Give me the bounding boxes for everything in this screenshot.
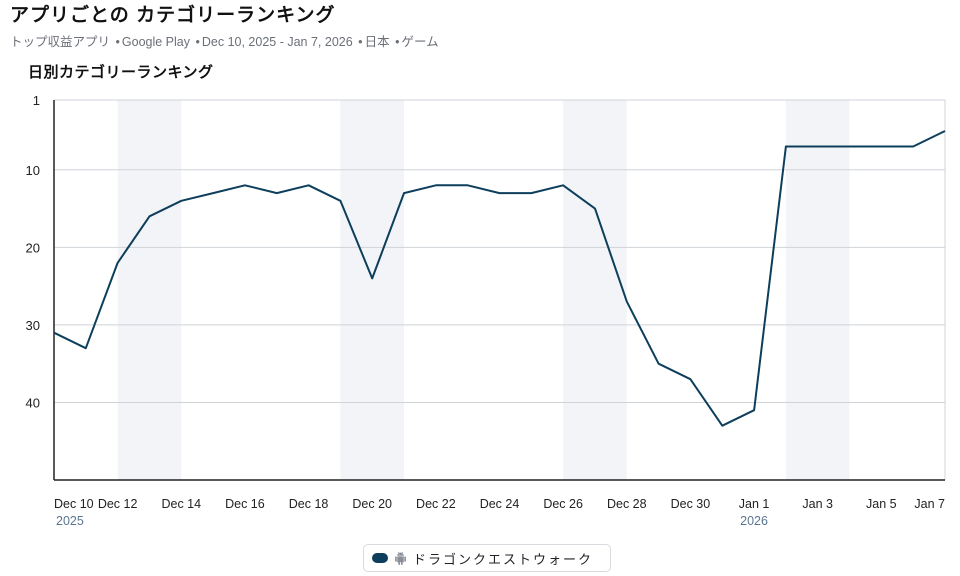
legend-swatch — [372, 553, 388, 563]
page-title: アプリごとの カテゴリーランキング — [10, 5, 336, 26]
x-tick-label: Dec 20 — [352, 497, 392, 511]
weekend-band — [340, 100, 405, 480]
x-tick-label: Dec 12 — [98, 497, 138, 511]
y-tick-label: 30 — [26, 318, 40, 333]
x-tick-label: Dec 24 — [480, 497, 520, 511]
x-tick-label: Jan 5 — [866, 497, 897, 511]
y-tick-label: 20 — [26, 240, 40, 255]
weekend-band — [785, 100, 850, 480]
x-tick-year-label: 2026 — [740, 514, 768, 528]
y-tick-label: 1 — [33, 93, 40, 108]
x-tick-year-label: 2025 — [56, 514, 84, 528]
series-line — [53, 130, 946, 427]
subtitle-category: トップ収益アプリ — [10, 35, 111, 49]
android-icon — [395, 551, 406, 565]
page-header: アプリごとの カテゴリーランキング トップ収益アプリ • Google Play … — [10, 4, 439, 50]
subtitle-store: Google Play — [121, 35, 190, 49]
weekend-band — [117, 100, 182, 480]
x-tick-label: Jan 3 — [802, 497, 833, 511]
x-tick-label: Dec 10 — [54, 497, 94, 511]
y-tick-label: 10 — [26, 163, 40, 178]
chart-legend[interactable]: ドラゴンクエストウォーク — [363, 544, 611, 572]
subtitle-genre: ゲーム — [401, 35, 439, 49]
x-tick-label: Dec 22 — [416, 497, 456, 511]
x-tick-label: Dec 26 — [543, 497, 583, 511]
subtitle-country: 日本 — [364, 35, 390, 49]
x-tick-label: Dec 30 — [671, 497, 711, 511]
x-tick-label: Dec 18 — [289, 497, 329, 511]
subtitle-date-range: Dec 10, 2025 - Jan 7, 2026 — [201, 35, 353, 49]
x-tick-label: Jan 7 — [914, 497, 945, 511]
x-tick-label: Dec 16 — [225, 497, 265, 511]
chart-title: 日別カテゴリーランキング — [28, 64, 214, 81]
x-tick-label: Dec 14 — [161, 497, 201, 511]
x-tick-label: Dec 28 — [607, 497, 647, 511]
y-tick-label: 40 — [26, 395, 40, 410]
x-tick-label: Jan 1 — [739, 497, 770, 511]
page-subtitle: トップ収益アプリ • Google Play • Dec 10, 2025 - Ja… — [10, 35, 439, 49]
weekend-band — [563, 100, 627, 480]
legend-label: ドラゴンクエストウォーク — [413, 551, 594, 567]
